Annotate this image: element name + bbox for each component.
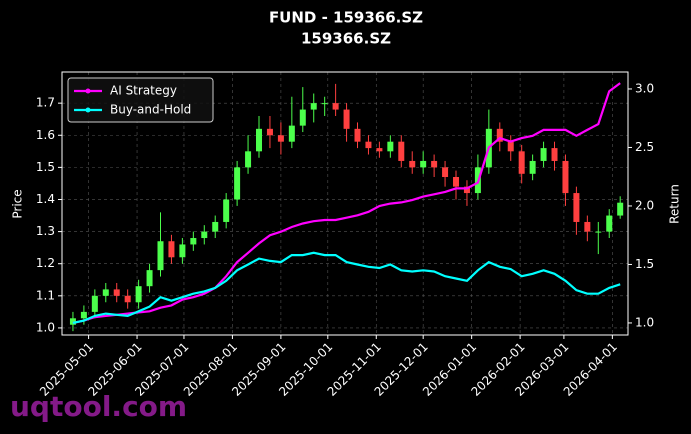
y-tick-label: 1.4 [36, 192, 55, 206]
candle-body [551, 148, 558, 161]
candle-body [91, 295, 98, 312]
candle-body [442, 167, 449, 178]
candle-body [135, 286, 142, 303]
candle-body [529, 160, 536, 174]
candle-body [376, 148, 383, 152]
series-line [72, 82, 621, 324]
candle-body [234, 167, 241, 200]
candle-body [277, 135, 284, 142]
candle-body [146, 270, 153, 287]
legend-label: Buy-and-Hold [110, 103, 191, 117]
y-tick-label: 1.3 [36, 224, 55, 238]
candle-body [584, 221, 591, 232]
candle-body [507, 141, 514, 152]
candle-body [201, 231, 208, 239]
candle-body [157, 241, 164, 271]
candle-body [463, 186, 470, 194]
candle-body [453, 177, 460, 187]
candle-body [190, 238, 197, 245]
candle-body [518, 151, 525, 174]
candle-body [496, 128, 503, 142]
plot-frame [61, 71, 629, 336]
candle-body [431, 160, 438, 168]
candle-body [179, 244, 186, 258]
watermark: uqtool.com [10, 390, 187, 423]
legend-marker [85, 88, 91, 94]
candle-body [387, 141, 394, 152]
chart-title: FUND - 159366.SZ [269, 9, 423, 27]
y-tick-label: 1.7 [36, 96, 55, 110]
candle-body [266, 128, 273, 136]
y-tick-label: 1.5 [36, 160, 55, 174]
candle-body [343, 109, 350, 129]
y2-tick-label: 1.5 [635, 257, 654, 271]
chart-subtitle: 159366.SZ [301, 30, 391, 48]
candle-body [409, 160, 416, 168]
candle-body [321, 103, 328, 105]
candle-body [69, 318, 76, 325]
candle-body [299, 109, 306, 126]
candle-body [595, 231, 602, 233]
y-tick-label: 1.6 [36, 128, 55, 142]
y-tick-label: 1.0 [36, 320, 55, 334]
series-line [72, 251, 621, 324]
candle-body [354, 128, 361, 142]
candle-body [365, 141, 372, 149]
legend-box [67, 77, 214, 123]
legend-label: AI Strategy [110, 84, 177, 98]
y2-tick-label: 1.0 [635, 315, 654, 329]
candle-body [168, 241, 175, 258]
candle-body [420, 160, 427, 168]
y2-tick-label: 3.0 [635, 81, 654, 95]
y2-tick-label: 2.0 [635, 198, 654, 212]
candle-body [102, 289, 109, 296]
candle-body [398, 141, 405, 161]
candle-body [80, 311, 87, 319]
y2-axis-label: Return [668, 184, 682, 224]
y2-tick-label: 2.5 [635, 140, 654, 154]
candle-body [573, 193, 580, 222]
candle-body [617, 202, 624, 216]
candle-body [256, 128, 263, 152]
candle-body [245, 151, 252, 168]
candle-body [124, 295, 131, 303]
candle-body [332, 103, 339, 110]
legend-marker [85, 107, 91, 113]
candle-body [113, 289, 120, 296]
y-axis-label: Price [11, 189, 25, 218]
y-tick-label: 1.1 [36, 288, 55, 302]
candle-body [562, 160, 569, 194]
candle-body [540, 148, 547, 161]
candle-body [288, 125, 295, 142]
candle-body [606, 215, 613, 232]
candle-body [212, 221, 219, 232]
y-tick-label: 1.2 [36, 256, 55, 270]
candle-body [310, 103, 317, 110]
candle-body [223, 199, 230, 222]
